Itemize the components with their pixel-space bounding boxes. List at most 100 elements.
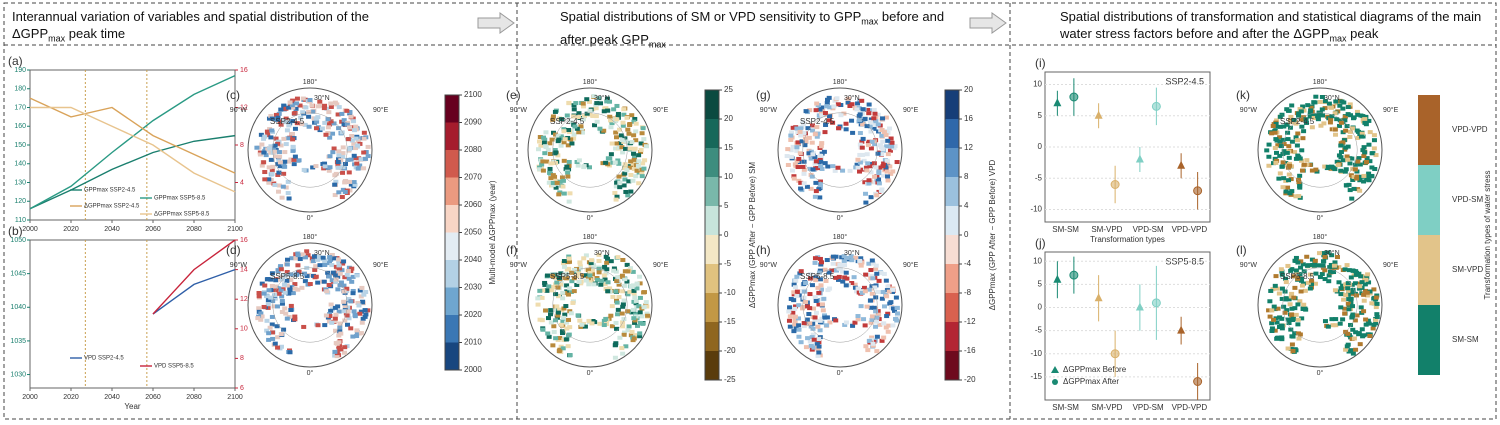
map-cell <box>855 317 861 322</box>
map-cell <box>270 146 276 151</box>
map-cell <box>859 139 865 144</box>
map-cell <box>1312 113 1318 118</box>
map-cell <box>1273 316 1279 321</box>
map-graticule <box>1282 112 1358 188</box>
map-cell <box>793 326 799 331</box>
point <box>1094 293 1103 302</box>
map-cell <box>328 308 334 313</box>
map-cell <box>586 318 592 323</box>
map-cell <box>284 270 290 275</box>
map-cell <box>881 271 887 276</box>
map-cell <box>341 289 347 294</box>
map-cell <box>558 143 564 148</box>
map-cell <box>811 337 817 342</box>
legend-swatch <box>1418 305 1440 375</box>
map-cell <box>268 277 274 282</box>
map-cell <box>879 128 885 133</box>
map-cell <box>1280 185 1286 190</box>
map-cell <box>608 313 614 318</box>
map-cell <box>304 274 310 279</box>
map-cell <box>568 120 574 125</box>
map-cell <box>322 323 328 328</box>
y-tick-label: -10 <box>1030 205 1042 214</box>
map-cell <box>293 106 299 111</box>
map-cell <box>1355 136 1361 141</box>
map-cell <box>853 255 859 260</box>
map-cell <box>552 275 558 280</box>
map-cell <box>868 305 874 310</box>
map-cell <box>340 151 346 156</box>
map-lon: 90°E <box>373 106 389 114</box>
map-cell <box>818 164 824 169</box>
map-lat: 30°N <box>1324 94 1340 102</box>
map-cell <box>860 167 866 172</box>
map-cell <box>808 343 814 348</box>
map-cell <box>889 140 895 145</box>
map-cell <box>1334 117 1340 122</box>
map-cell <box>1347 102 1353 107</box>
y-tick-label: 1030 <box>10 371 26 378</box>
map-cell <box>547 152 553 157</box>
map-cell <box>1298 109 1304 114</box>
map-cell <box>266 288 272 293</box>
map-cell <box>866 338 872 343</box>
map-cell <box>278 107 284 112</box>
map-cell <box>327 154 333 159</box>
map-cell <box>576 111 582 116</box>
map-cell <box>349 266 355 271</box>
map-cell <box>290 137 296 142</box>
map-cell <box>888 300 894 305</box>
map-cell <box>279 301 285 306</box>
map-cell <box>617 335 623 340</box>
map-cell <box>613 320 619 325</box>
map-cell <box>798 269 804 274</box>
map-cell <box>337 347 343 352</box>
map-cell <box>584 97 590 102</box>
map-cell <box>327 314 333 319</box>
map-cell <box>807 166 813 171</box>
map-cell <box>559 175 565 180</box>
map-cell <box>1297 107 1303 112</box>
panel-label: (g) <box>756 88 771 102</box>
map-cell <box>302 122 308 127</box>
y-tick-label: 1050 <box>10 237 26 244</box>
map-cell <box>567 309 573 314</box>
map-cell <box>556 192 562 197</box>
map-cell <box>562 137 568 142</box>
map-cell <box>355 166 361 171</box>
map-cell <box>1289 103 1295 108</box>
map-cell <box>314 126 320 131</box>
map-cell <box>1312 281 1318 286</box>
map-cell <box>256 294 262 299</box>
map-cell <box>336 190 342 195</box>
map-cell <box>1338 120 1344 125</box>
panel-label: (l) <box>1236 243 1247 257</box>
map-cell <box>282 150 288 155</box>
map-cell <box>555 153 561 158</box>
map-cell <box>892 308 898 313</box>
map-cell <box>594 101 600 106</box>
map-cell <box>349 279 355 284</box>
map-cell <box>816 340 822 345</box>
map-cell <box>1362 150 1368 155</box>
map-cell <box>1365 272 1371 277</box>
map-cell <box>794 274 800 279</box>
map-cell <box>290 119 296 124</box>
map-cell <box>844 255 850 260</box>
map-cell <box>268 177 274 182</box>
map-cell <box>637 274 643 279</box>
map-cell <box>262 177 268 182</box>
map-cell <box>269 116 275 121</box>
map-cell <box>1272 307 1278 312</box>
map-cell <box>1327 265 1333 270</box>
map-cell <box>1264 148 1270 153</box>
map-cell <box>288 157 294 162</box>
map-cell <box>869 258 875 263</box>
map-cell <box>615 158 621 163</box>
map-cell <box>1293 268 1299 273</box>
map-cell <box>881 335 887 340</box>
map-cell <box>876 168 882 173</box>
x-tick-label: 2060 <box>145 226 161 233</box>
map-cell <box>864 168 870 173</box>
colorbar-tick-label: 2060 <box>464 200 482 209</box>
